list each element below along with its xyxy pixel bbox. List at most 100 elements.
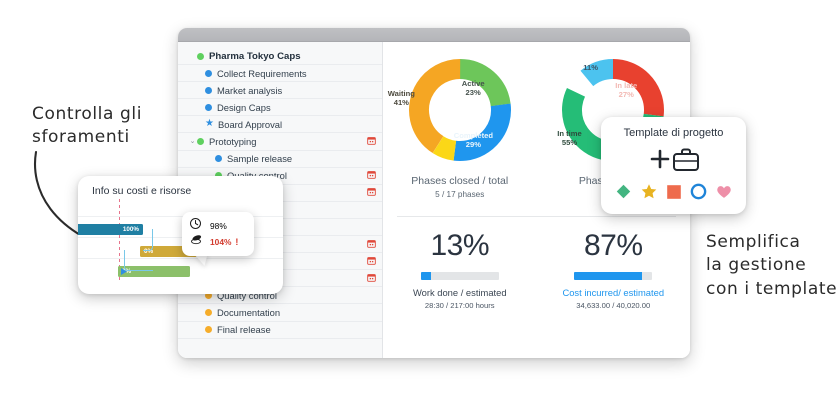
gantt-preview: 100% 0% 0% — [78, 199, 283, 281]
tooltip-time-value: 98% — [210, 221, 227, 231]
donut-2-label-in-time: In time 55% — [557, 129, 582, 147]
kpi-progress-fill — [420, 272, 431, 280]
donut-1-subtitle: 5 / 17 phases — [435, 190, 485, 199]
task-label: Quality control — [227, 170, 287, 181]
cost-tooltip: 98% 104% ! — [182, 212, 254, 256]
dashboard-divider — [397, 216, 676, 217]
task-row[interactable]: ⌄ Prototyping — [178, 133, 382, 151]
status-dot-amber — [205, 291, 212, 299]
annotation-left-line-1: Controlla gli — [32, 104, 143, 124]
status-dot-green — [215, 172, 222, 180]
gantt-link-1 — [143, 229, 153, 251]
plus-briefcase-icon[interactable] — [601, 144, 746, 174]
donut-2-label-in-late: In late 27% — [615, 81, 638, 99]
donut-1-label-waiting: Waiting 41% — [387, 89, 415, 107]
kpi-progress-track — [420, 272, 499, 280]
calendar-icon[interactable] — [367, 187, 376, 198]
window-titlebar[interactable] — [178, 28, 690, 42]
task-row[interactable]: ★ Board Approval — [178, 116, 382, 134]
kpi-label: Cost incurred/ estimated — [562, 287, 665, 298]
donut-1-label-active: Active 23% — [461, 79, 485, 97]
annotation-left: Controlla gli sforamenti — [32, 103, 142, 150]
task-row[interactable]: Quality control — [178, 287, 382, 305]
status-dot-blue — [215, 155, 222, 163]
task-label: Board Approval — [218, 118, 283, 130]
donut-1-slice-other — [408, 59, 511, 161]
status-dot-amber — [205, 326, 212, 334]
tooltip-time-row: 98% — [182, 218, 254, 234]
kpi-row: 13% Work done / estimated 28:30 / 217:00 h… — [383, 217, 690, 310]
circle-shape-icon[interactable] — [690, 183, 707, 200]
star-shape-icon[interactable] — [640, 183, 658, 200]
tooltip-cost-value: 104% — [210, 237, 232, 247]
annotation-right-line-2: la gestione — [706, 255, 807, 276]
kpi-value: 13% — [430, 229, 490, 262]
task-row[interactable]: Pharma Tokyo Caps — [178, 48, 382, 66]
tooltip-cost-row: 104% ! — [182, 234, 254, 250]
calendar-icon[interactable] — [367, 239, 376, 250]
gantt-link-arrow-icon — [121, 268, 127, 275]
task-row[interactable]: Design Caps — [178, 99, 382, 117]
kpi-sublabel: 28:30 / 217:00 hours — [424, 301, 495, 310]
chart-phases-closed: Active 23% Completed 29% Waiting 41% — [383, 52, 537, 214]
donut-2-label-other: 11% — [583, 63, 599, 72]
task-row[interactable]: Collect Requirements — [178, 65, 382, 83]
task-label: Quality control — [217, 289, 277, 301]
cost-card-title: Info su costi e risorse — [92, 185, 192, 197]
task-label: Final release — [217, 324, 271, 336]
kpi-progress-fill — [574, 272, 643, 280]
annotation-left-line-2: sforamenti — [32, 127, 130, 148]
kpi-block: 87% Cost incurred/ estimated 34,633.00 / 4… — [537, 229, 691, 310]
kpi-block: 13% Work done / estimated 28:30 / 217:00 h… — [383, 229, 537, 310]
project-template-card: Template di progetto — [601, 117, 746, 214]
donut-2-slice-in-late — [562, 59, 665, 161]
status-dot-green — [197, 52, 204, 60]
task-label: Market analysis — [217, 84, 283, 96]
calendar-icon[interactable] — [367, 256, 376, 267]
gantt-bar-1[interactable]: 100% — [78, 224, 143, 235]
chevron-down-icon[interactable]: ⌄ — [189, 138, 196, 146]
task-label: Collect Requirements — [217, 67, 307, 79]
task-row[interactable]: Market analysis — [178, 82, 382, 100]
gantt-today-marker — [119, 199, 120, 281]
task-label: Design Caps — [217, 101, 271, 113]
calendar-icon[interactable] — [367, 136, 376, 147]
calendar-icon[interactable] — [367, 170, 376, 181]
task-label: Pharma Tokyo Caps — [209, 50, 301, 62]
status-dot-blue — [205, 86, 212, 94]
donut-1-wrap: Active 23% Completed 29% Waiting 41% — [388, 52, 518, 168]
kpi-value: 87% — [583, 229, 643, 262]
diamond-shape-icon[interactable] — [615, 183, 632, 200]
donut-1-title: Phases closed / total — [411, 175, 509, 187]
gantt-link-2 — [124, 250, 153, 271]
donut-charts-row: Active 23% Completed 29% Waiting 41% — [383, 42, 690, 214]
status-dot-blue — [205, 103, 212, 111]
donut-1-label-completed: Completed 29% — [453, 131, 493, 149]
template-shape-palette[interactable] — [601, 183, 746, 200]
task-row[interactable]: Sample release — [178, 151, 382, 168]
annotation-right-line-3: con i template — [706, 278, 838, 299]
status-dot-blue — [205, 69, 212, 77]
milestone-star-icon: ★ — [205, 118, 214, 130]
calendar-icon[interactable] — [367, 273, 376, 284]
gantt-gridline — [78, 258, 283, 259]
donut-chart-1 — [408, 59, 511, 161]
kpi-progress-track — [574, 272, 653, 280]
gantt-bar-2[interactable]: 0% — [140, 246, 202, 257]
kpi-sublabel: 34,633.00 / 40,020.00 — [576, 301, 651, 310]
template-card-title: Template di progetto — [623, 127, 724, 139]
task-label: Documentation — [217, 306, 281, 318]
gantt-gridline — [78, 216, 283, 217]
task-row[interactable]: Documentation — [178, 304, 382, 322]
kpi-label: Work done / estimated — [412, 287, 507, 298]
gantt-gridline — [78, 237, 283, 238]
heart-shape-icon[interactable] — [715, 183, 733, 200]
warning-icon: ! — [235, 237, 239, 247]
task-row[interactable]: Final release — [178, 322, 382, 339]
annotation-right-line-1: Semplifica — [706, 232, 801, 252]
coins-icon — [189, 233, 206, 251]
donut-1-slice-waiting — [408, 59, 511, 161]
status-dot-green — [197, 138, 204, 146]
square-shape-icon[interactable] — [666, 184, 682, 200]
